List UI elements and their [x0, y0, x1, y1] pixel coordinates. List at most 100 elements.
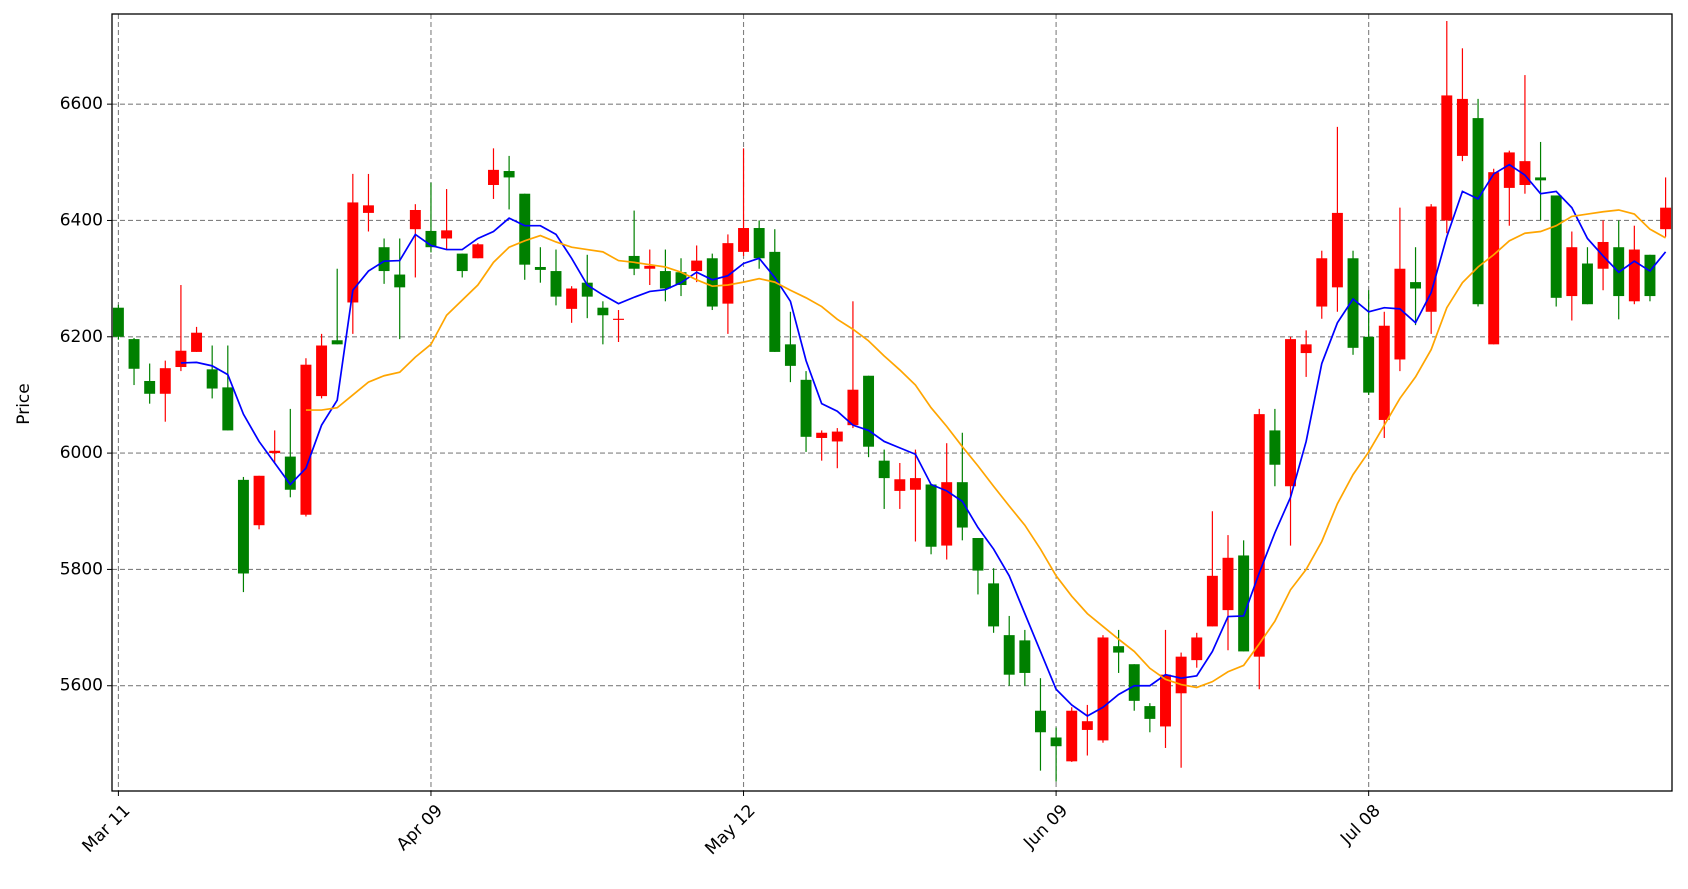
candle-body — [1394, 268, 1406, 360]
candle-body — [237, 479, 249, 574]
candle-body — [1316, 258, 1328, 307]
x-tick-label: May 12 — [701, 801, 759, 859]
candle-body — [1285, 339, 1296, 487]
candle-body — [1206, 575, 1218, 627]
candle-body — [925, 484, 937, 547]
candle-body — [362, 205, 374, 213]
candle-body — [425, 230, 437, 248]
candle-body — [128, 339, 140, 369]
candle-body — [722, 243, 734, 304]
candle-body — [1347, 258, 1359, 348]
candle-body — [831, 431, 843, 442]
candle-body — [503, 171, 515, 178]
candle-body — [1191, 637, 1203, 661]
x-tick-label: Jun 09 — [1019, 801, 1072, 854]
candle-body — [613, 318, 624, 320]
candle-body — [472, 244, 484, 259]
candle-body — [222, 387, 234, 431]
candle-body — [691, 260, 703, 272]
candle-body — [1410, 282, 1422, 289]
candle-body — [1113, 646, 1125, 653]
candle-body — [550, 271, 562, 297]
candle-body — [1269, 430, 1281, 465]
candle-body — [331, 340, 343, 345]
candle-body — [1066, 710, 1078, 762]
y-tick-label: 6400 — [60, 210, 103, 230]
y-tick-label: 6600 — [60, 94, 103, 114]
candle-body — [441, 230, 453, 239]
candle-body — [894, 479, 906, 491]
candle-body — [1003, 635, 1015, 675]
candle-body — [488, 169, 499, 185]
line-series — [180, 163, 1667, 717]
candle-body — [581, 282, 593, 297]
candle-body — [1519, 161, 1531, 185]
candle-body — [738, 228, 750, 252]
y-tick-label: 5800 — [60, 559, 103, 579]
candle-body — [1441, 95, 1453, 221]
y-tick-label: 6000 — [60, 443, 103, 463]
x-tick-label: Apr 09 — [393, 801, 447, 855]
candle-body — [191, 332, 203, 352]
candle-body — [1628, 249, 1640, 302]
candle-body — [1488, 172, 1500, 345]
candle-body — [1503, 152, 1515, 188]
candle-body — [159, 368, 171, 394]
plot-frame — [111, 13, 1673, 792]
candle-body — [112, 307, 124, 337]
y-tick-label: 5600 — [60, 676, 103, 696]
x-tick-label: Jul 08 — [1336, 801, 1384, 849]
candle-body — [175, 350, 187, 368]
candle-body — [909, 478, 921, 490]
x-tick-label: Mar 11 — [78, 801, 134, 857]
candle-body — [816, 432, 828, 438]
candle-body — [863, 375, 875, 447]
candle-body — [1425, 206, 1437, 312]
candle-body — [1019, 640, 1031, 673]
candle-body — [956, 482, 968, 528]
y-axis-label: Price — [14, 383, 34, 424]
candle-body — [1175, 656, 1187, 694]
candle-body — [769, 251, 781, 352]
candle-body — [1472, 118, 1484, 305]
candle-body — [1566, 247, 1578, 297]
candle-body — [316, 345, 328, 397]
candle-body — [1378, 325, 1390, 420]
candle-body — [144, 380, 156, 394]
candle-body — [1456, 98, 1468, 156]
candle-body — [784, 344, 796, 366]
candle-body — [1144, 706, 1156, 719]
candle-body — [347, 202, 359, 303]
candle-body — [644, 265, 656, 269]
candle-body — [253, 475, 265, 526]
candle-body — [456, 253, 468, 272]
candle-body — [972, 538, 984, 571]
candle-body — [284, 456, 296, 490]
candle-body — [1222, 557, 1234, 611]
candle-body — [847, 389, 859, 426]
candle-body — [878, 460, 890, 479]
candle-body — [1238, 555, 1250, 652]
candle-body — [988, 583, 1000, 627]
candle-body — [1300, 344, 1312, 354]
candle-body — [534, 266, 546, 270]
candle-body — [394, 274, 406, 288]
line-series — [305, 209, 1667, 689]
candle-body — [1581, 263, 1593, 305]
candle-body — [206, 369, 218, 389]
candle-body — [519, 193, 531, 265]
candle-body — [675, 272, 687, 286]
candle-body — [1363, 336, 1375, 393]
candle-body — [1050, 737, 1062, 747]
candle-body — [300, 364, 312, 515]
candle-body — [1034, 710, 1046, 733]
candle-body — [597, 307, 609, 316]
candle-body — [1535, 177, 1547, 181]
candle-body — [706, 258, 718, 307]
candle-body — [1253, 414, 1265, 657]
candle-body — [1128, 664, 1140, 701]
candle-body — [566, 288, 578, 309]
candle-body — [1644, 254, 1656, 297]
candle-body — [800, 379, 812, 437]
